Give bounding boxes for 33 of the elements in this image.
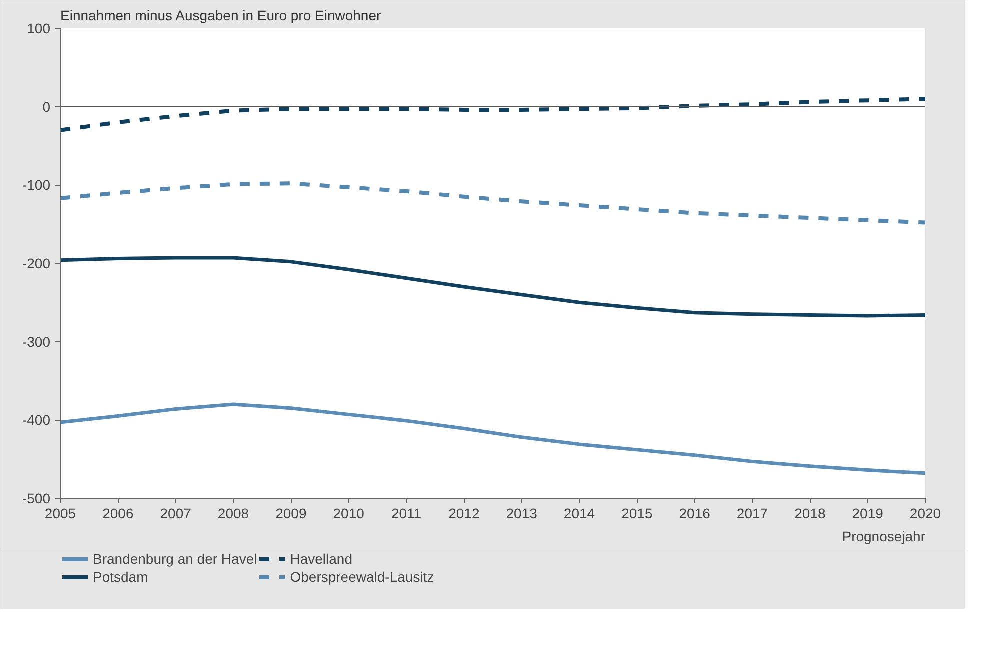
legend-label: Havelland — [290, 551, 352, 567]
x-tick-label: 2017 — [736, 506, 768, 522]
x-tick-label: 2006 — [102, 506, 134, 522]
line-series — [60, 402, 926, 476]
y-tick-label: -500 — [22, 490, 51, 506]
y-tick-label: -100 — [22, 177, 51, 194]
legend-label: Potsdam — [93, 569, 148, 585]
line-series — [60, 182, 926, 225]
x-tick-label: 2014 — [564, 506, 596, 522]
y-tick-label: 0 — [42, 98, 51, 115]
x-tick-label: 2010 — [333, 506, 365, 522]
y-tick-label: -400 — [22, 412, 51, 428]
x-tick-label: 2016 — [679, 506, 711, 522]
chart-title: Einnahmen minus Ausgaben in Euro pro Einwohner — [60, 8, 382, 24]
legend-label: Brandenburg an der Havel — [93, 551, 258, 567]
x-tick-label: 2015 — [622, 506, 653, 522]
x-tick-label: 2012 — [448, 506, 480, 522]
x-tick-label: 2007 — [160, 506, 192, 522]
x-tick-label: 2019 — [852, 506, 884, 522]
y-tick-label: 100 — [27, 20, 51, 36]
x-tick-label: 2005 — [44, 506, 76, 522]
y-tick-label: -300 — [22, 334, 51, 350]
x-tick-label: 2018 — [794, 506, 826, 522]
x-axis-title: Prognosejahr — [842, 528, 926, 544]
x-tick-label: 2008 — [218, 506, 250, 522]
x-tick-label: 2011 — [391, 506, 422, 522]
x-tick-label: 2009 — [276, 506, 307, 522]
x-tick-label: 2013 — [506, 506, 538, 522]
line-series — [60, 256, 926, 318]
legend-label: Oberspreewald-Lausitz — [290, 569, 434, 585]
x-tick-label: 2020 — [910, 506, 942, 522]
line-series — [60, 97, 926, 132]
y-tick-label: -200 — [22, 256, 51, 272]
